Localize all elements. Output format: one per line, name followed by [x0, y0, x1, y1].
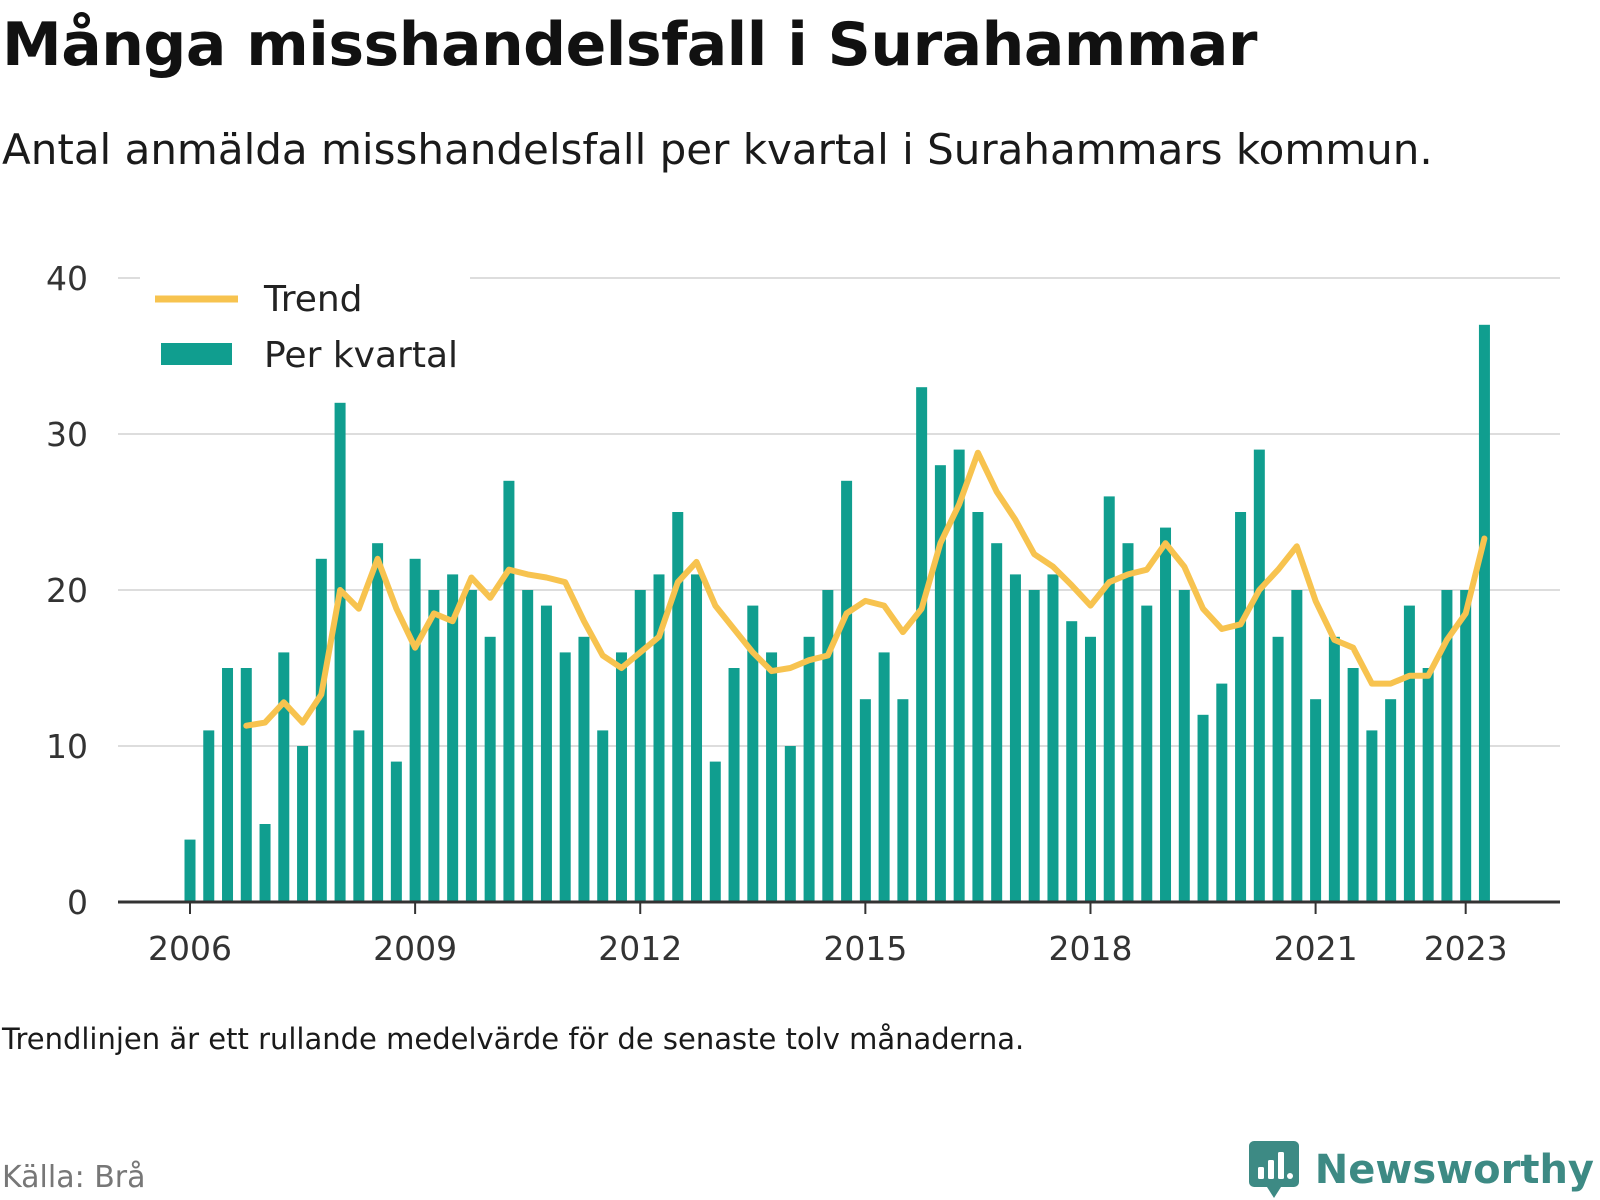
x-tick-label: 2018	[1048, 929, 1132, 968]
bar	[353, 730, 365, 902]
bar-series	[184, 324, 1490, 902]
bar	[278, 652, 290, 902]
bar	[428, 590, 440, 902]
brand-logo: Newsworthy	[1248, 1140, 1594, 1200]
legend-label-per-kvartal: Per kvartal	[264, 335, 458, 376]
legend: Trend Per kvartal	[140, 270, 470, 380]
bar	[1310, 699, 1322, 902]
bar	[1047, 574, 1059, 902]
bar	[540, 605, 552, 902]
bar	[559, 652, 571, 902]
legend-swatch-per-kvartal	[161, 343, 232, 365]
bar	[1084, 636, 1096, 902]
y-tick-label: 10	[46, 727, 88, 766]
bar	[1253, 449, 1265, 902]
bar	[297, 746, 309, 902]
bar	[409, 558, 421, 902]
bar	[1422, 668, 1434, 902]
bar	[259, 824, 271, 902]
bar	[1160, 527, 1172, 902]
bar	[784, 746, 796, 902]
y-tick-label: 0	[67, 883, 88, 922]
bar	[822, 590, 834, 902]
bar	[447, 574, 459, 902]
bar	[672, 512, 684, 902]
bar	[1066, 621, 1078, 902]
bar	[522, 590, 534, 902]
bar	[203, 730, 215, 902]
bar	[1122, 543, 1134, 902]
bar	[1403, 605, 1415, 902]
chart-subtitle: Antal anmälda misshandelsfall per kvarta…	[2, 125, 1433, 174]
x-tick-label: 2012	[598, 929, 682, 968]
bar	[372, 543, 384, 902]
bar	[1028, 590, 1040, 902]
bar	[597, 730, 609, 902]
bar	[465, 590, 477, 902]
bar	[691, 574, 703, 902]
bar	[615, 652, 627, 902]
y-tick-label: 20	[46, 571, 88, 610]
trend-line	[243, 449, 1488, 729]
bar	[953, 449, 965, 902]
bar	[728, 668, 740, 902]
bar	[766, 652, 778, 902]
newsworthy-logo-icon	[1248, 1141, 1299, 1198]
bar	[1272, 636, 1284, 902]
source-note: Källa: Brå	[2, 1160, 146, 1195]
bar	[934, 465, 946, 902]
bar	[653, 574, 665, 902]
y-tick-label: 30	[46, 415, 88, 454]
bar	[1291, 590, 1303, 902]
x-tick-label: 2023	[1424, 929, 1508, 968]
bar	[878, 652, 890, 902]
x-tick-label: 2006	[148, 929, 232, 968]
bar	[1216, 683, 1228, 902]
bar	[1478, 324, 1490, 902]
bar	[709, 761, 721, 902]
bar	[578, 636, 590, 902]
bar	[1385, 699, 1397, 902]
x-tick-label: 2015	[823, 929, 907, 968]
bar	[634, 590, 646, 902]
bar	[972, 512, 984, 902]
bar	[747, 605, 759, 902]
trend-series	[243, 449, 1488, 729]
bar	[1197, 714, 1209, 902]
brand-name: Newsworthy	[1314, 1147, 1594, 1193]
bar	[503, 480, 515, 902]
bar	[1141, 605, 1153, 902]
bar	[1441, 590, 1453, 902]
bar	[916, 387, 928, 902]
bar	[315, 558, 327, 902]
bar	[1366, 730, 1378, 902]
bar	[991, 543, 1003, 902]
bar	[184, 839, 196, 902]
footnote: Trendlinjen är ett rullande medelvärde f…	[2, 1022, 1025, 1056]
bar	[390, 761, 402, 902]
bar	[240, 668, 252, 902]
chart: 0 10 20 30 40 2006 2009 2012 2015 2018 2021 2023 Tr…	[46, 259, 1560, 968]
bar	[1460, 590, 1472, 902]
x-tick-label: 2021	[1274, 929, 1358, 968]
bar	[484, 636, 496, 902]
bar	[222, 668, 234, 902]
bar	[1103, 496, 1115, 902]
bar	[859, 699, 871, 902]
legend-label-trend: Trend	[263, 279, 363, 320]
bar	[897, 699, 909, 902]
bar	[1009, 574, 1021, 902]
bar	[1235, 512, 1247, 902]
bar	[1178, 590, 1190, 902]
y-tick-label: 40	[46, 259, 88, 298]
bar	[1328, 636, 1340, 902]
x-tick-label: 2009	[373, 929, 457, 968]
axes: 0 10 20 30 40 2006 2009 2012 2015 2018 2021 2023	[46, 259, 1560, 968]
bar	[1347, 668, 1359, 902]
bar	[334, 402, 346, 902]
bar	[803, 636, 815, 902]
chart-title: Många misshandelsfall i Surahammar	[2, 10, 1257, 80]
bar	[841, 480, 853, 902]
